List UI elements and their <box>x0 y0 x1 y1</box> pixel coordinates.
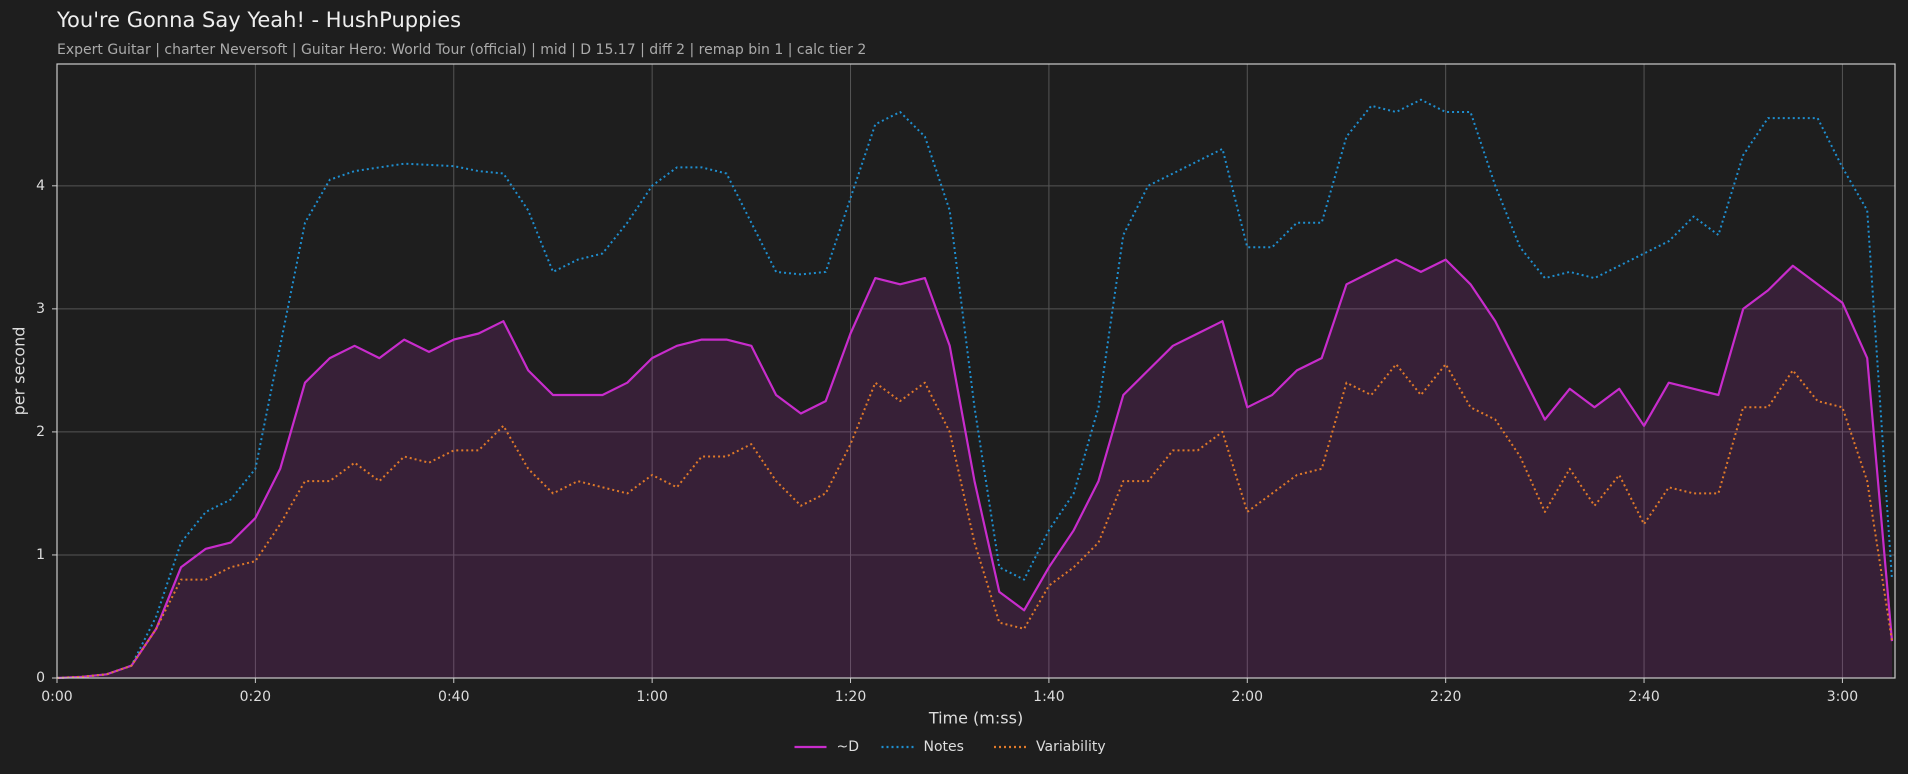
x-tick-label: 2:00 <box>1232 689 1263 705</box>
x-tick-label: 0:00 <box>41 689 72 705</box>
x-tick-label: 2:40 <box>1628 689 1659 705</box>
area <box>57 259 1893 678</box>
x-tick-label: 3:00 <box>1827 689 1858 705</box>
x-tick-label: 1:20 <box>835 689 866 705</box>
y-tick-label: 4 <box>36 178 45 194</box>
x-tick-label: 0:40 <box>438 689 469 705</box>
y-tick-label: 1 <box>36 547 45 563</box>
y-tick-label: 0 <box>36 670 45 686</box>
legend-label: Notes <box>924 739 964 755</box>
y-tick-label: 2 <box>36 424 45 440</box>
plot-frame <box>56 63 1896 679</box>
legend-label: ~D <box>837 739 860 755</box>
line <box>56 98 1893 679</box>
y-axis-label: per second <box>10 327 29 416</box>
line <box>56 258 1894 680</box>
x-axis-label: Time (m:ss) <box>928 709 1023 728</box>
chart-subtitle: Expert Guitar | charter Neversoft | Guit… <box>57 42 866 58</box>
chart-title: You're Gonna Say Yeah! - HushPuppies <box>56 8 461 32</box>
line <box>56 363 1893 679</box>
legend-label: Variability <box>1036 739 1106 755</box>
x-tick-label: 1:40 <box>1033 689 1064 705</box>
x-tick-label: 1:00 <box>636 689 667 705</box>
x-tick-label: 0:20 <box>240 689 271 705</box>
x-tick-label: 2:20 <box>1430 689 1461 705</box>
y-tick-label: 3 <box>36 301 45 317</box>
